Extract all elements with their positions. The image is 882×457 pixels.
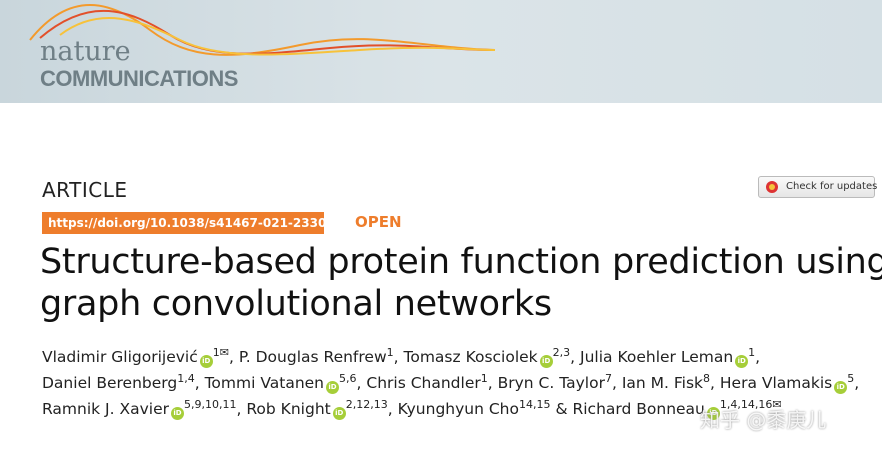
author-name: Bryn C. Taylor — [497, 374, 605, 393]
title-line: graph convolutional networks — [40, 284, 552, 324]
author-name: Ramnik J. Xavier — [42, 400, 169, 419]
journal-header: nature COMMUNICATIONS — [0, 0, 882, 103]
separator: , — [387, 400, 393, 419]
orcid-icon: iD — [332, 407, 346, 421]
affiliation: 1 — [748, 346, 756, 359]
logo-wave — [29, 4, 496, 56]
author-name: Rob Knight — [246, 400, 331, 419]
author-name: Chris Chandler — [366, 374, 481, 393]
affiliation: 7 — [604, 372, 612, 385]
separator: , — [236, 400, 242, 419]
doi-link[interactable]: https://doi.org/10.1038/s41467-021-23303… — [42, 212, 348, 234]
updates-icon — [766, 181, 778, 193]
open-access: OPEN — [355, 213, 402, 231]
article-type: ARTICLE — [42, 178, 128, 202]
author-name: Vladimir Gligorijević — [42, 348, 198, 367]
author-name: Ian M. Fisk — [621, 374, 704, 393]
separator: , — [393, 348, 399, 367]
affiliation: 5 — [847, 372, 855, 385]
separator: , — [755, 348, 761, 367]
author-line: Ramnik J. Xavier iD5,9,10,11, Rob Knight i… — [42, 398, 782, 421]
author-name: Hera Vlamakis — [719, 374, 833, 393]
orcid-icon: iD — [199, 355, 213, 369]
affiliation: 1,4 — [177, 372, 195, 385]
author-name: Tommi Vatanen — [204, 374, 324, 393]
affiliation: 1 — [480, 372, 488, 385]
check-updates-button[interactable]: Check for updates — [758, 176, 878, 198]
separator: , — [611, 374, 617, 393]
watermark: 知乎 @黍庚儿 — [700, 408, 827, 432]
affiliation: 2,12,13 — [345, 398, 388, 411]
author-name: Richard Bonneau — [572, 400, 705, 419]
author-name: Kyunghyun Cho — [397, 400, 519, 419]
orcid-icon: iD — [735, 355, 749, 369]
author-name: Daniel Berenberg — [42, 374, 178, 393]
author-line: Daniel Berenberg1,4, Tommi Vatanen iD5,6,… — [42, 372, 860, 395]
separator: , — [570, 348, 576, 367]
author-line: Vladimir Gligorijević iD1✉, P. Douglas Re… — [42, 346, 761, 369]
title-line: Structure-based protein function predict… — [40, 242, 882, 282]
author-name: Julia Koehler Leman — [580, 348, 734, 367]
separator: , — [356, 374, 362, 393]
affiliation: 1 — [386, 346, 394, 359]
orcid-icon: iD — [706, 407, 720, 421]
affiliation: 2,3 — [552, 346, 571, 359]
author-name: Tomasz Kosciolek — [403, 348, 538, 367]
orcid-icon: iD — [539, 355, 553, 369]
separator: , — [854, 374, 860, 393]
affiliation: 8 — [703, 372, 711, 385]
affiliation: 5,6 — [339, 372, 357, 385]
orcid-icon: iD — [171, 407, 184, 421]
affiliation: 5,9,10,11 — [184, 398, 237, 411]
journal-name: nature — [40, 36, 131, 67]
orcid-icon: iD — [326, 381, 339, 395]
separator: , — [228, 348, 234, 367]
journal-subname: COMMUNICATIONS — [40, 66, 238, 91]
affiliation: 14,15 — [519, 398, 551, 411]
author-name: P. Douglas Renfrew — [238, 348, 387, 367]
separator: , — [487, 374, 493, 393]
separator: & — [555, 400, 568, 419]
affiliation: 1,4,14,16✉ — [719, 398, 782, 411]
check-updates-label: Check for updates — [786, 181, 878, 192]
orcid-icon: iD — [834, 381, 848, 395]
separator: , — [710, 374, 715, 393]
separator: , — [194, 374, 200, 393]
affiliation: 1✉ — [212, 346, 229, 359]
